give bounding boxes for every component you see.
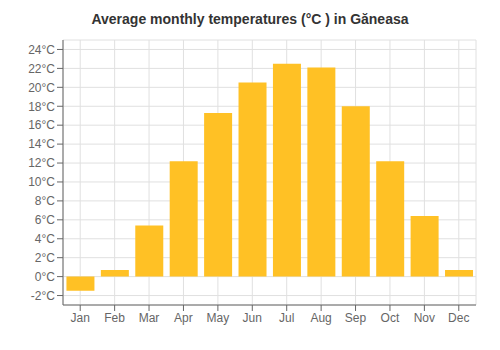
svg-text:May: May (207, 311, 230, 325)
svg-text:2°C: 2°C (35, 251, 55, 265)
html-text:Average monthly temperatures (: Average monthly temperatures (°C ) in Gă… (91, 11, 409, 27)
svg-text:Sep: Sep (345, 311, 367, 325)
svg-text:0°C: 0°C (35, 270, 55, 284)
svg-text:Mar: Mar (139, 311, 160, 325)
svg-text:24°C: 24°C (28, 43, 55, 57)
svg-text:Apr: Apr (174, 311, 193, 325)
svg-text:Nov: Nov (414, 311, 435, 325)
svg-text:Oct: Oct (381, 311, 400, 325)
svg-text:Jun: Jun (243, 311, 262, 325)
svg-text:-2°C: -2°C (31, 289, 55, 303)
svg-text:Dec: Dec (448, 311, 469, 325)
svg-text:Jan: Jan (71, 311, 90, 325)
svg-text:20°C: 20°C (28, 81, 55, 95)
svg-text:4°C: 4°C (35, 232, 55, 246)
svg-text:Feb: Feb (104, 311, 125, 325)
svg-text:12°C: 12°C (28, 156, 55, 170)
svg-text:8°C: 8°C (35, 194, 55, 208)
svg-text:14°C: 14°C (28, 137, 55, 151)
svg-text:16°C: 16°C (28, 118, 55, 132)
svg-text:18°C: 18°C (28, 100, 55, 114)
svg-text:10°C: 10°C (28, 175, 55, 189)
svg-text:22°C: 22°C (28, 62, 55, 76)
svg-text:6°C: 6°C (35, 213, 55, 227)
svg-text:Aug: Aug (310, 311, 331, 325)
svg-text:Jul: Jul (279, 311, 294, 325)
